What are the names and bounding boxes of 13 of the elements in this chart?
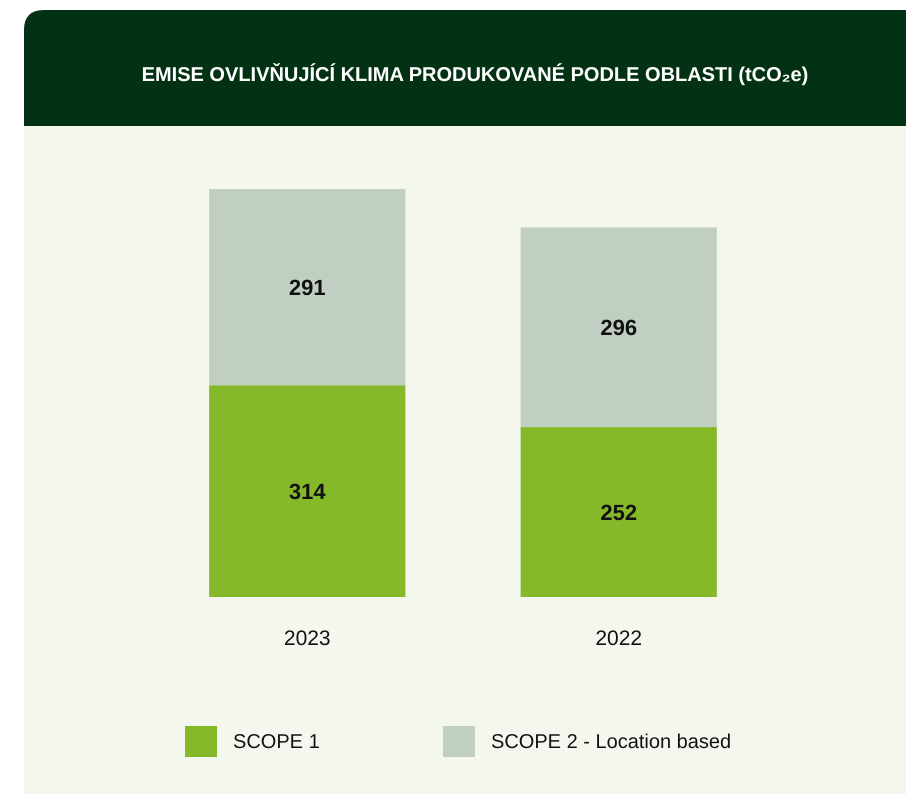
data-label: 252 (600, 500, 638, 526)
data-label: 296 (600, 315, 638, 340)
bar (520, 427, 717, 597)
data-label: 291 (288, 275, 326, 300)
data-label: 314 (288, 479, 326, 504)
bar (209, 189, 406, 386)
bar (520, 227, 717, 428)
x-tick-label: 2023 (284, 627, 331, 650)
chart-title: EMISE OVLIVŇUJÍCÍ KLIMA PRODUKOVANÉ PODLE OBLASTI (tCO₂e) (142, 63, 808, 86)
legend-label: SCOPE 1 (233, 731, 320, 753)
bar (209, 385, 406, 597)
legend-label: SCOPE 2 - Location based (491, 731, 732, 753)
x-tick-label: 2022 (595, 627, 642, 650)
